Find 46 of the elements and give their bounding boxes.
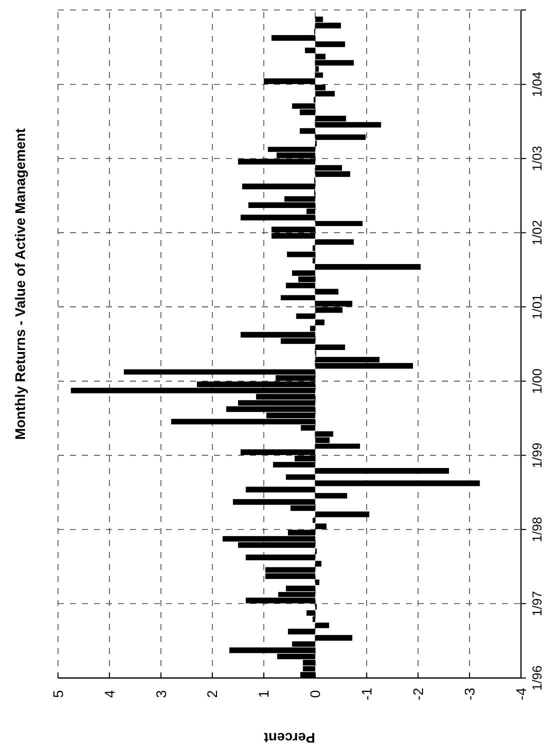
- bar: [315, 320, 324, 326]
- x-axis-title: Percent: [263, 730, 316, 746]
- bar: [304, 48, 316, 54]
- x-tick-label: -4: [512, 688, 529, 700]
- y-tick-label: 1/99: [530, 442, 545, 468]
- bar: [315, 288, 338, 295]
- x-tick-label: 2: [204, 690, 220, 698]
- bar: [315, 493, 348, 499]
- y-tick-label: 1/00: [530, 368, 545, 394]
- bar: [315, 635, 352, 641]
- x-tick-label: -2: [410, 688, 426, 700]
- x-tick-label: 1: [256, 690, 272, 698]
- bar: [300, 128, 316, 134]
- bar: [296, 313, 316, 319]
- bar: [315, 523, 327, 530]
- y-tick-label: 1/98: [530, 516, 545, 542]
- x-tick-label: -3: [461, 688, 478, 700]
- bar: [280, 295, 316, 300]
- y-tick-label: 1/02: [530, 220, 545, 246]
- x-tick-label: 0: [307, 690, 324, 698]
- bar: [315, 560, 322, 567]
- bar: [315, 239, 354, 245]
- bar: [288, 628, 316, 634]
- bar: [264, 78, 316, 84]
- y-tick-label: 1/97: [530, 590, 545, 616]
- x-tick-label: 3: [152, 690, 169, 698]
- x-tick-label: 4: [101, 690, 118, 698]
- bar: [246, 554, 316, 560]
- text: Monthly Returns - Value of Active Management: [12, 128, 28, 440]
- x-tick-label: -1: [358, 688, 375, 700]
- bar: [315, 468, 449, 474]
- bar: [315, 622, 330, 628]
- bar: [315, 41, 346, 48]
- bar: [315, 580, 320, 586]
- bar: [315, 264, 421, 270]
- bar: [315, 512, 370, 518]
- y-tick-label: 1/01: [530, 294, 545, 320]
- x-tick-label: 5: [50, 690, 66, 698]
- bar: [286, 474, 316, 480]
- y-tick-label: 1/96: [530, 665, 545, 691]
- bar: [315, 480, 480, 486]
- y-tick-label: 1/04: [530, 72, 545, 98]
- bar: [312, 518, 316, 523]
- bar: [315, 220, 363, 226]
- y-tick-label: 1/03: [530, 146, 545, 172]
- bar: [246, 486, 316, 492]
